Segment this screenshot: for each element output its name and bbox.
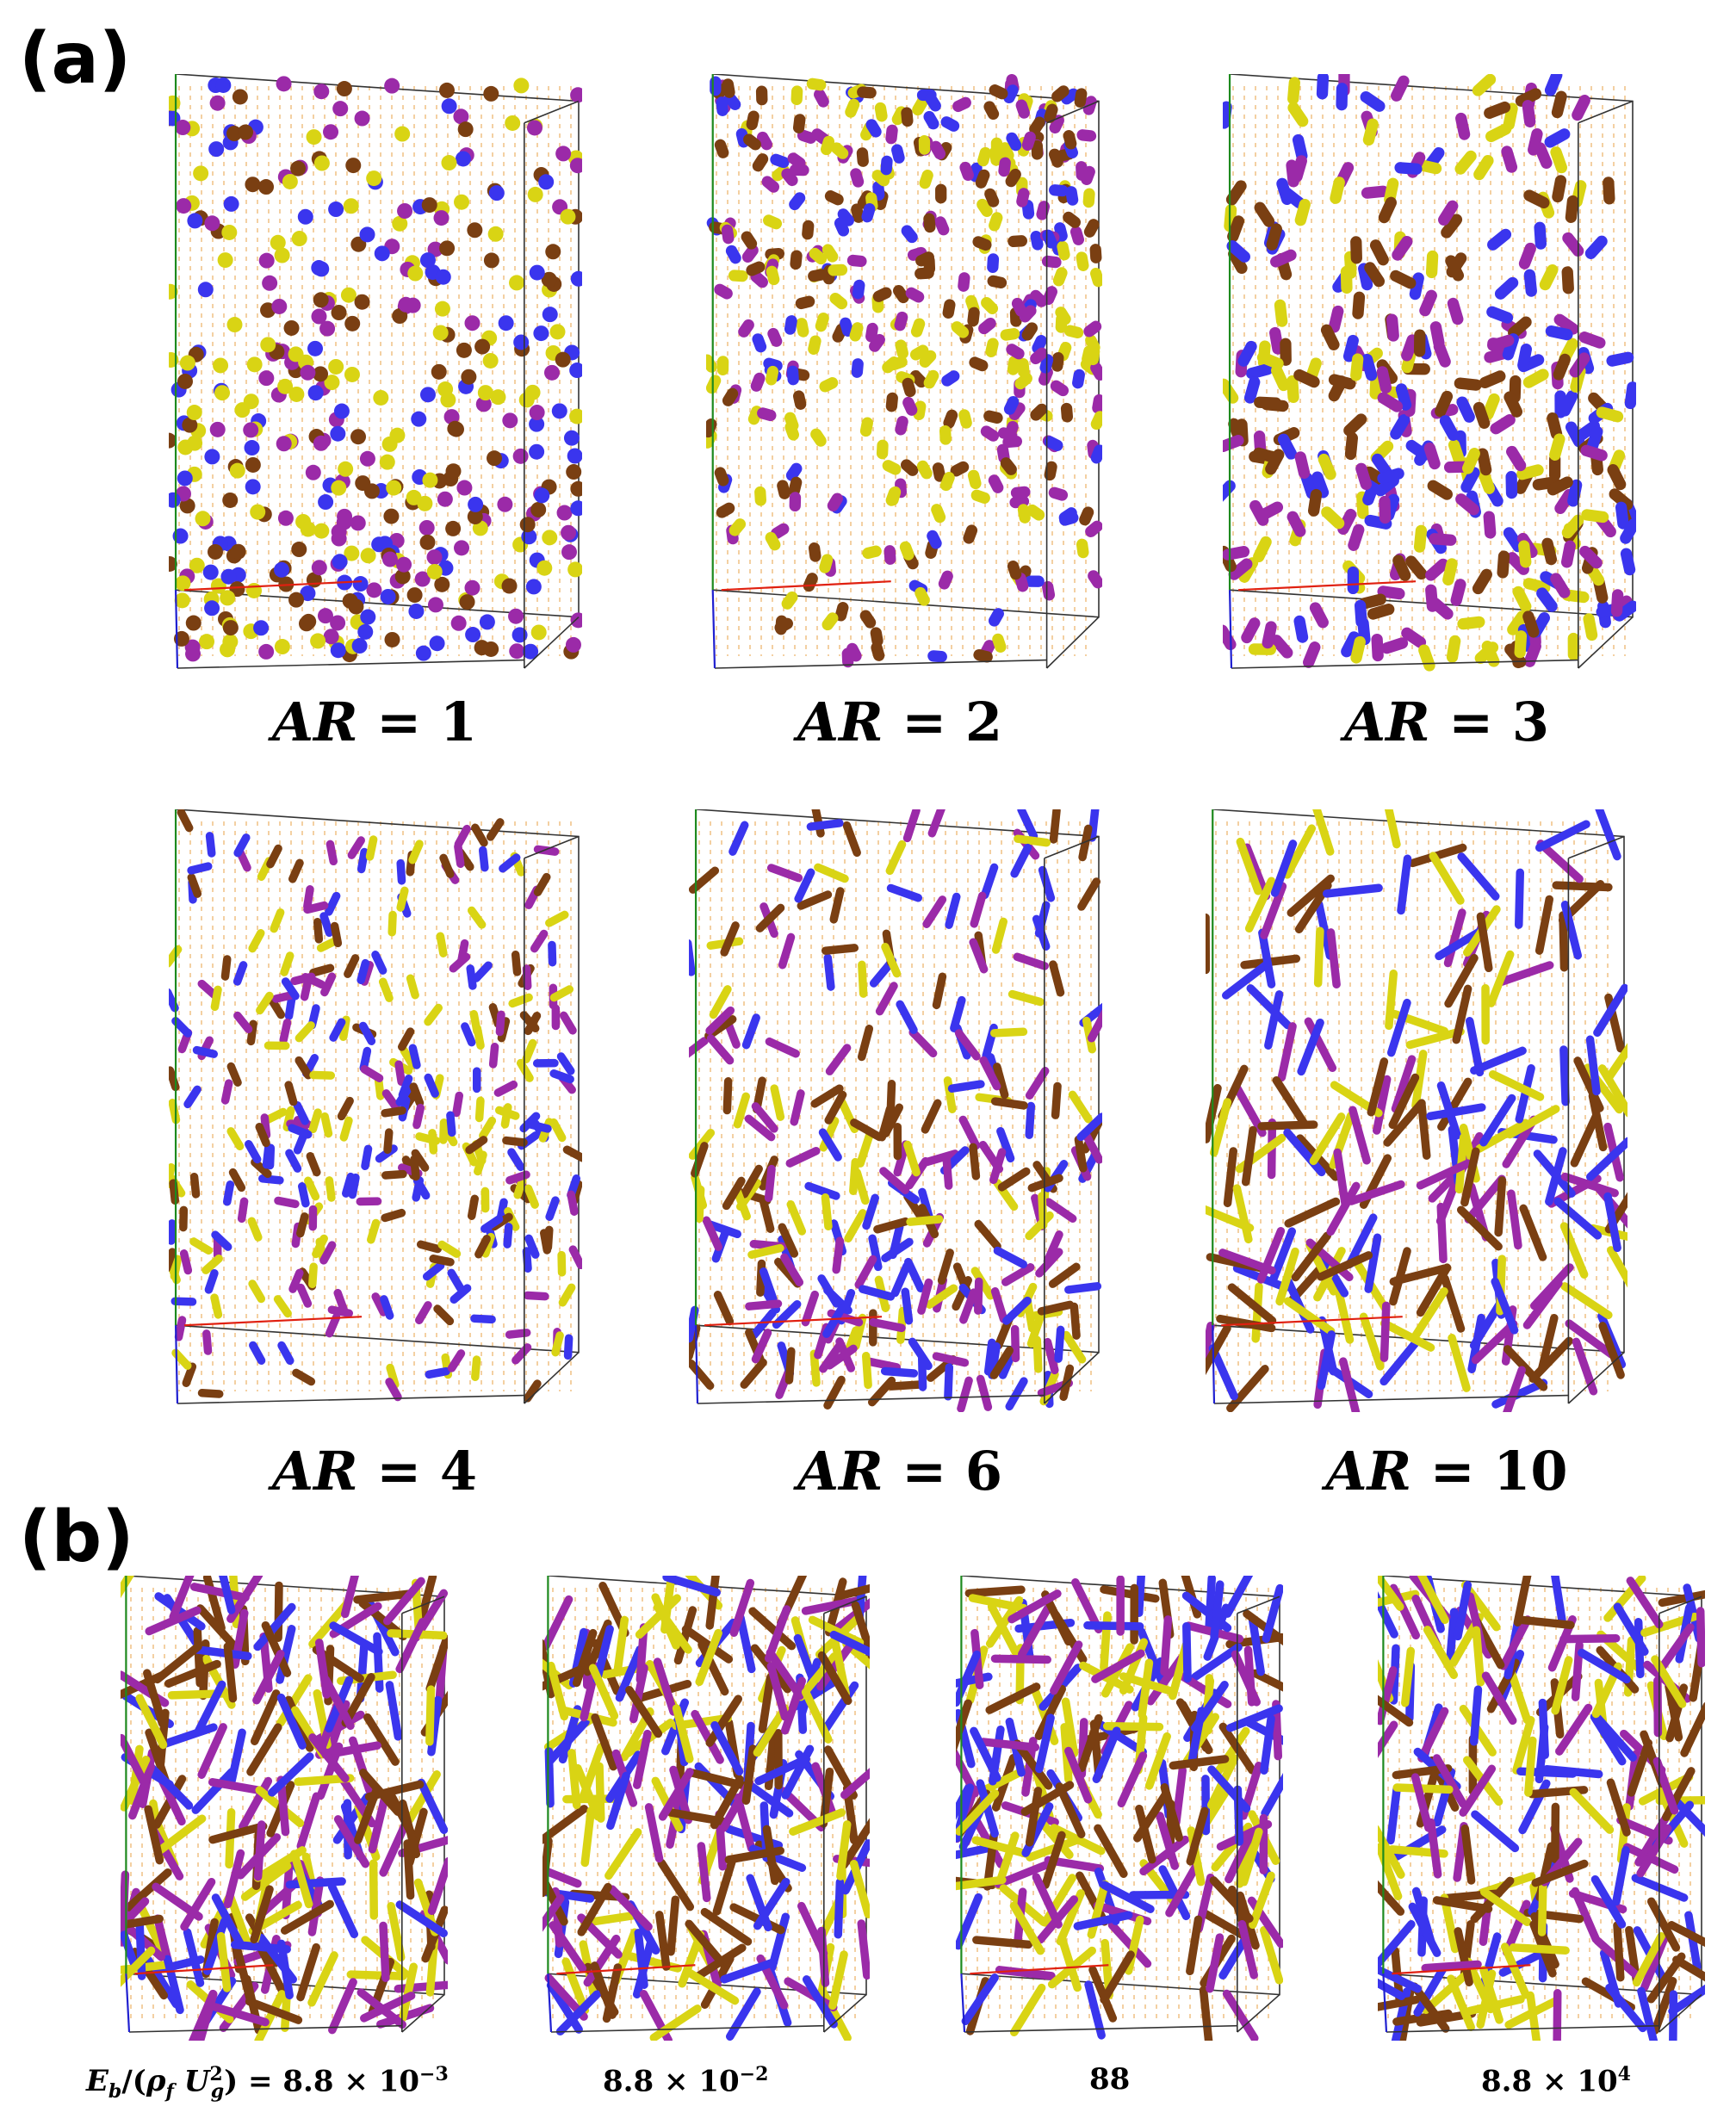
panel-b-letter: (b) (19, 1496, 134, 1578)
axis-x (184, 580, 363, 592)
particles (1378, 1576, 1705, 2041)
axis-z (694, 1325, 699, 1404)
sim-box-ar-2 (706, 74, 1102, 677)
panel-a-letter: (a) (19, 18, 132, 100)
eb-label-2: 8.8 × 10−2 (603, 2063, 769, 2099)
axis-z (711, 590, 716, 669)
axis-x (134, 1964, 274, 1975)
sim-box-eb-4 (1378, 1576, 1705, 2041)
axis-x (184, 1316, 363, 1327)
sim-box-ar-4 (169, 809, 582, 1412)
particles (542, 1576, 870, 2041)
axis-x (1221, 1316, 1403, 1327)
axis-x (1238, 580, 1417, 592)
ar-label-2: AR = 2 (797, 691, 1002, 753)
axis-z (960, 1973, 966, 2033)
particles (169, 809, 582, 1403)
ar-label-3: AR = 3 (1344, 691, 1549, 753)
sim-box-ar-10 (1206, 809, 1628, 1412)
axis-z (547, 1973, 553, 2033)
particles (1223, 74, 1636, 672)
particles (689, 809, 1102, 1412)
axis-x (970, 1964, 1109, 1975)
eb-label-1: Eb/(ρf U2g) = 8.8 × 10−3 (86, 2063, 449, 2104)
ar-label-1: AR = 1 (272, 691, 477, 753)
ar-label-10: AR = 10 (1325, 1440, 1568, 1503)
box-frame-front (177, 835, 580, 1404)
axis-z (1212, 1325, 1216, 1404)
box-frame-front (128, 1595, 445, 2033)
axis-z (174, 1325, 179, 1404)
box-frame-front (964, 1595, 1280, 2033)
sim-box-eb-2 (542, 1576, 870, 2041)
box-frame-front (1386, 1595, 1702, 2033)
box-frame-front (177, 100, 580, 669)
box-frame-front (714, 100, 1100, 669)
axis-x (1392, 1964, 1531, 1975)
axis-z (1228, 590, 1233, 669)
sim-box-ar-3 (1223, 74, 1636, 677)
sim-box-ar-6 (689, 809, 1102, 1412)
particles (1206, 809, 1628, 1412)
axis-z (125, 1973, 131, 2033)
sim-box-eb-1 (121, 1576, 448, 2041)
box-frame-front (1213, 835, 1625, 1404)
axis-z (1382, 1973, 1388, 2033)
particles (169, 76, 582, 663)
eb-label-3: 88 (1089, 2062, 1131, 2097)
axis-x (721, 580, 891, 592)
box-frame-front (1231, 100, 1634, 669)
ar-label-4: AR = 4 (272, 1440, 477, 1503)
sim-box-eb-3 (956, 1576, 1283, 2041)
axis-x (556, 1964, 696, 1975)
fluid-grid (178, 821, 572, 1391)
axis-z (174, 590, 179, 669)
particles (956, 1576, 1283, 2041)
particles (706, 74, 1102, 668)
ar-label-6: AR = 6 (797, 1440, 1002, 1503)
axis-x (704, 1316, 883, 1327)
eb-label-4: 8.8 × 104 (1481, 2063, 1631, 2099)
sim-box-ar-1 (169, 74, 582, 677)
box-frame-front (550, 1595, 867, 2033)
box-frame-front (697, 835, 1100, 1404)
